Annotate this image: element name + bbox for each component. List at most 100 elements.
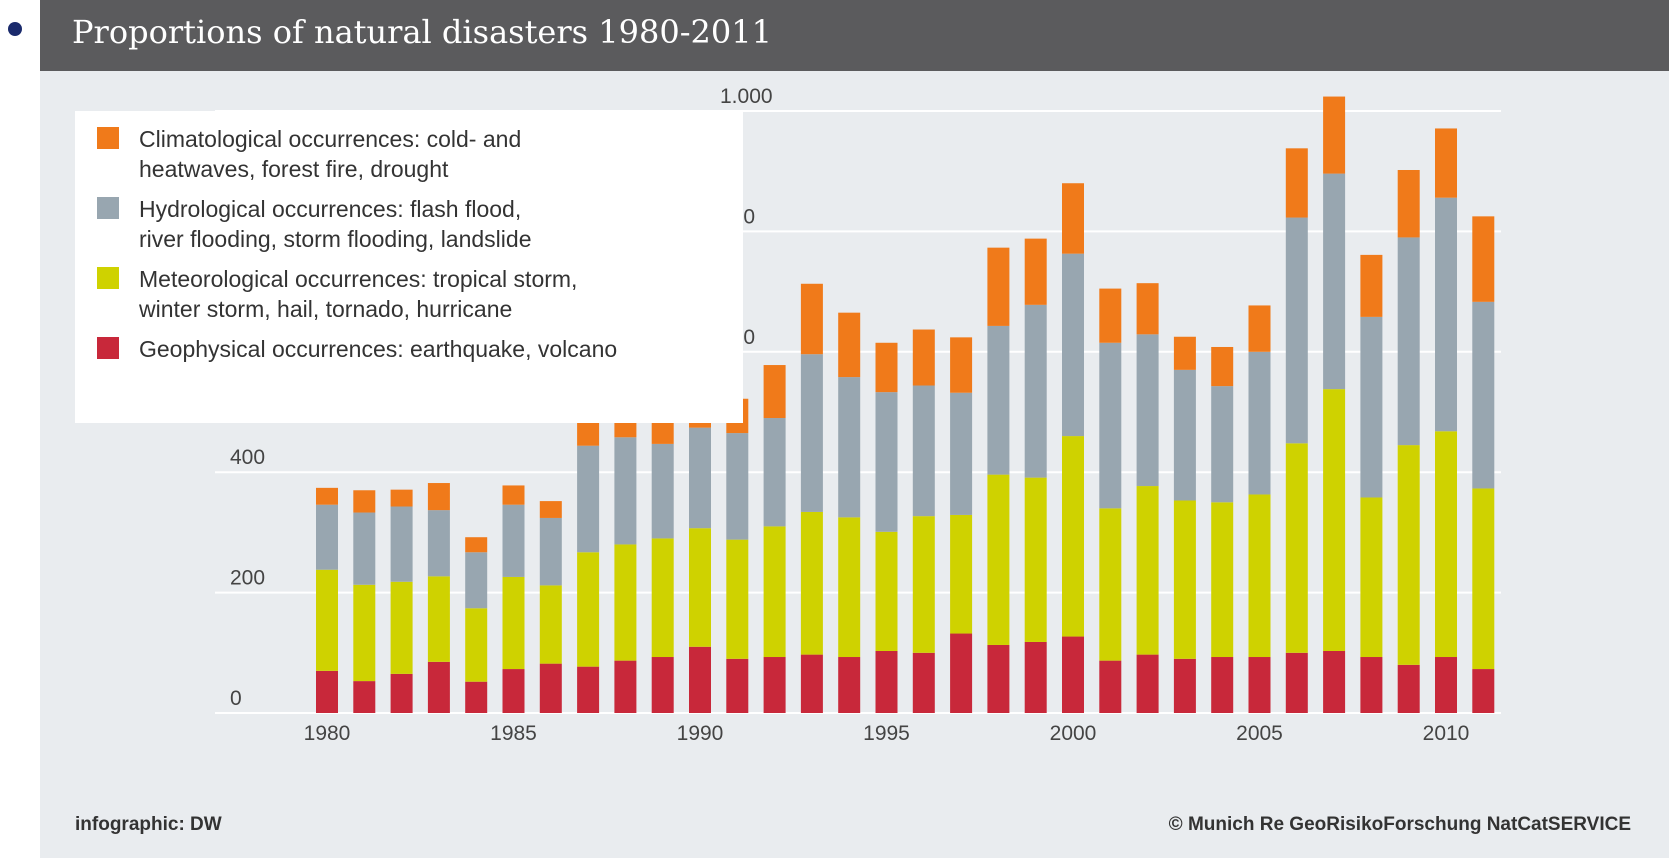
bar-hydrological-1981 (353, 512, 376, 585)
bar-hydrological-2006 (1285, 217, 1308, 444)
chart-panel: 02004006008001.0001980198519901995200020… (40, 71, 1669, 858)
legend-swatch-climatological (97, 127, 119, 149)
bar-climatological-2004 (1211, 346, 1234, 387)
bar-climatological-1981 (353, 490, 376, 513)
bar-climatological-1994 (838, 312, 861, 378)
bar-geophysical-1990 (689, 646, 711, 713)
bar-meteorological-1988 (614, 544, 637, 661)
bar-climatological-1982 (390, 489, 413, 507)
x-tick-label-1985: 1985 (490, 722, 537, 745)
bar-climatological-1999 (1024, 238, 1047, 305)
x-tick-label-1995: 1995 (863, 722, 910, 745)
legend-label-climatological: Climatological occurrences: cold- and he… (139, 126, 522, 182)
bar-meteorological-2011 (1472, 488, 1495, 670)
bar-climatological-2011 (1472, 216, 1495, 302)
legend-swatch-meteorological (97, 267, 119, 289)
bar-hydrological-1987 (577, 445, 600, 553)
legend-item-meteorological: Meteorological occurrences: tropical sto… (97, 264, 577, 324)
bar-meteorological-1986 (539, 585, 562, 664)
bar-meteorological-1982 (390, 581, 413, 674)
bar-geophysical-1997 (950, 633, 973, 713)
bar-meteorological-1981 (353, 584, 376, 682)
bar-meteorological-1980 (316, 569, 338, 671)
x-tick-label-2010: 2010 (1423, 722, 1470, 745)
legend-item-geophysical: Geophysical occurrences: earthquake, vol… (97, 334, 617, 364)
bar-hydrological-1989 (651, 443, 674, 539)
bar-geophysical-2011 (1472, 669, 1495, 713)
legend: Climatological occurrences: cold- and he… (75, 111, 743, 423)
y-tick-label-0: 0 (230, 687, 242, 710)
bar-meteorological-1994 (838, 517, 861, 658)
bar-meteorological-1990 (689, 528, 711, 647)
bar-meteorological-1999 (1024, 477, 1047, 642)
bar-meteorological-1993 (800, 511, 823, 655)
bar-geophysical-2002 (1136, 654, 1159, 713)
bar-hydrological-1988 (614, 437, 637, 545)
bar-hydrological-1995 (875, 392, 898, 532)
bar-meteorological-1998 (987, 474, 1010, 645)
bar-hydrological-1986 (539, 517, 562, 586)
bar-geophysical-1983 (427, 661, 450, 713)
bar-hydrological-2000 (1062, 253, 1084, 437)
bar-geophysical-2010 (1435, 657, 1457, 713)
legend-item-hydrological: Hydrological occurrences: flash flood, r… (97, 194, 531, 254)
bar-meteorological-2001 (1099, 508, 1122, 661)
bar-geophysical-1984 (465, 681, 488, 713)
bar-geophysical-1980 (316, 670, 338, 713)
bar-climatological-1985 (502, 485, 525, 505)
bar-climatological-1997 (950, 337, 973, 393)
bar-meteorological-2003 (1173, 500, 1196, 659)
bar-hydrological-2003 (1173, 369, 1196, 501)
bar-hydrological-2011 (1472, 301, 1495, 489)
bar-geophysical-1985 (502, 669, 525, 713)
bar-hydrological-2007 (1323, 173, 1346, 390)
legend-label-geophysical: Geophysical occurrences: earthquake, vol… (139, 336, 618, 362)
x-tick-label-1990: 1990 (677, 722, 724, 745)
bar-meteorological-1991 (726, 539, 749, 659)
legend-swatch-geophysical (97, 337, 119, 359)
bar-geophysical-2005 (1248, 657, 1271, 713)
bar-hydrological-2010 (1435, 197, 1457, 432)
bar-hydrological-2004 (1211, 386, 1234, 503)
bar-geophysical-1992 (763, 657, 786, 713)
bar-meteorological-2010 (1435, 431, 1457, 658)
bar-hydrological-1985 (502, 504, 525, 577)
bar-hydrological-1991 (726, 433, 749, 540)
bar-geophysical-1981 (353, 681, 376, 713)
bar-hydrological-1992 (763, 418, 786, 527)
bar-climatological-1986 (539, 501, 562, 518)
stacked-bar-chart: 02004006008001.0001980198519901995200020… (215, 85, 1501, 745)
bar-meteorological-1983 (427, 576, 450, 662)
bar-geophysical-1986 (539, 663, 562, 713)
bar-climatological-2002 (1136, 283, 1159, 335)
x-tick-label-2000: 2000 (1050, 722, 1097, 745)
credit-source: © Munich Re GeoRisikoForschung NatCatSER… (1168, 814, 1631, 835)
chart-header: Proportions of natural disasters 1980-20… (40, 0, 1669, 71)
bar-geophysical-1996 (912, 652, 935, 713)
bar-climatological-1998 (987, 247, 1010, 326)
bar-meteorological-1984 (465, 608, 488, 682)
bar-geophysical-1994 (838, 657, 861, 713)
credit-infographic: infographic: DW (75, 814, 222, 835)
bar-geophysical-2009 (1397, 664, 1420, 713)
bar-meteorological-2002 (1136, 486, 1159, 655)
bar-hydrological-2005 (1248, 351, 1271, 495)
bar-geophysical-2001 (1099, 660, 1122, 713)
bar-geophysical-2000 (1062, 636, 1084, 713)
bar-meteorological-1997 (950, 514, 973, 634)
bar-hydrological-1980 (316, 504, 338, 570)
bullet-icon (8, 22, 22, 36)
bar-climatological-2007 (1323, 96, 1346, 174)
bar-hydrological-1984 (465, 552, 488, 609)
bar-climatological-2005 (1248, 305, 1271, 352)
bar-hydrological-2001 (1099, 342, 1122, 509)
chart-title: Proportions of natural disasters 1980-20… (72, 13, 772, 51)
x-tick-label-2005: 2005 (1236, 722, 1283, 745)
bar-climatological-2003 (1173, 336, 1196, 370)
bar-geophysical-2008 (1360, 657, 1383, 713)
bar-hydrological-1994 (838, 377, 861, 518)
bar-climatological-2010 (1435, 128, 1457, 198)
bar-meteorological-2005 (1248, 494, 1271, 658)
legend-swatch-hydrological (97, 197, 119, 219)
bar-climatological-2001 (1099, 288, 1122, 343)
